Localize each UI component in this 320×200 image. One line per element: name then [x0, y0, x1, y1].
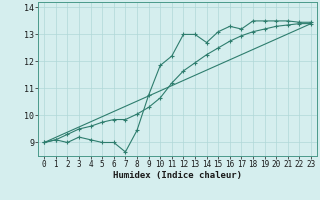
X-axis label: Humidex (Indice chaleur): Humidex (Indice chaleur) — [113, 171, 242, 180]
